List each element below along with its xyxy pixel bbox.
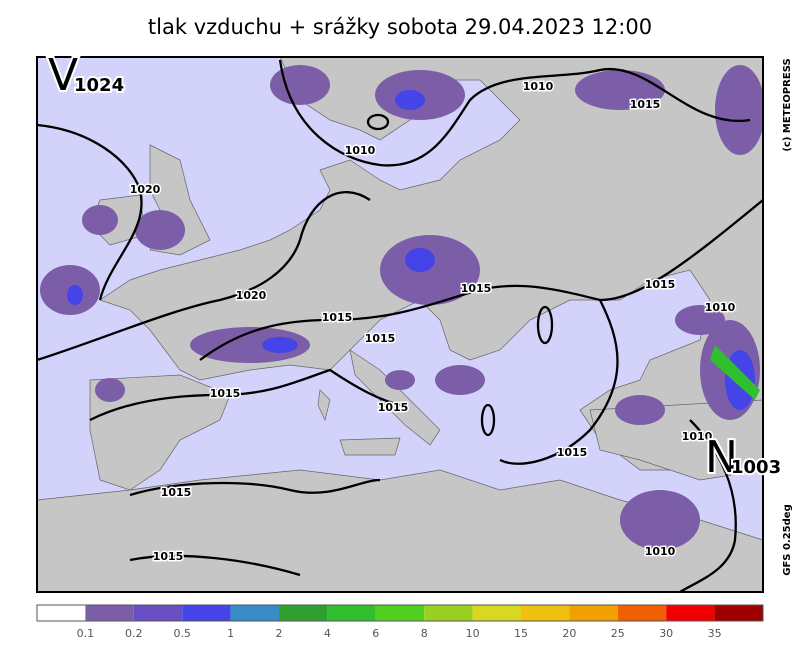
legend-swatch (133, 605, 183, 621)
legend-label: 10 (466, 627, 480, 640)
legend-label: 1 (227, 627, 234, 640)
isobars (37, 59, 763, 592)
legend-swatch (569, 605, 618, 621)
map-frame (36, 56, 764, 593)
isobar-label: 1015 (557, 446, 588, 459)
center-letter: N (705, 432, 738, 483)
isobar-label: 1020 (236, 289, 267, 302)
legend-label: 15 (514, 627, 528, 640)
copyright: (c) METEOPRESS (782, 58, 793, 151)
legend-swatch (424, 605, 473, 621)
legend-label: 35 (708, 627, 722, 640)
isobar-label: 1010 (682, 430, 713, 443)
isobar-label: 1010 (705, 301, 736, 314)
isobar-label: 1010 (645, 545, 676, 558)
legend-label: 20 (562, 627, 576, 640)
isobar-label: 1015 (378, 401, 409, 414)
isobar-label: 1010 (523, 80, 554, 93)
legend-swatch (666, 605, 715, 621)
isobar-label: 1015 (210, 387, 241, 400)
legend-swatch (230, 605, 279, 621)
legend-swatch (182, 605, 231, 621)
isobar-label: 1015 (153, 550, 184, 563)
legend-swatch (714, 605, 763, 621)
isobar-label: 1015 (161, 486, 192, 499)
legend-label: 0.2 (125, 627, 143, 640)
model-name: GFS 0.25deg (782, 504, 793, 576)
legend-swatch (85, 605, 134, 621)
legend-swatch (279, 605, 328, 621)
isobar-label: 1015 (645, 278, 676, 291)
legend-label: 6 (372, 627, 379, 640)
center-letter: V (48, 50, 78, 101)
legend: 0.1 0.2 0.5 1 2 4 6 8 10 15 20 25 30 35 (36, 604, 764, 640)
legend-label: 25 (611, 627, 625, 640)
legend-label: 0.5 (173, 627, 191, 640)
isobar-label: 1015 (322, 311, 353, 324)
isobar-label: 1010 (345, 144, 376, 157)
legend-label: 8 (421, 627, 428, 640)
title: tlak vzduchu + srážky sobota 29.04.2023 … (148, 15, 652, 39)
isobar-label: 1020 (130, 183, 161, 196)
legend-label: 4 (324, 627, 331, 640)
center-value: 1024 (74, 75, 124, 96)
legend-swatch (37, 605, 86, 621)
legend-label: 0.1 (77, 627, 95, 640)
map-area: 1010 1015 1010 1020 1020 1015 1015 1015 1015 1010… (37, 57, 763, 592)
center-value: 1003 (731, 457, 781, 478)
legend-frame (36, 604, 764, 622)
legend-swatch (617, 605, 667, 621)
legend-label: 30 (659, 627, 673, 640)
precipitation-intense (710, 345, 760, 400)
isobar-label: 1015 (365, 332, 396, 345)
isobar-label: 1015 (461, 282, 492, 295)
legend-swatch (327, 605, 376, 621)
isobar-labels: 1010 1015 1010 1020 1020 1015 1015 1015 1015 1010… (128, 79, 737, 565)
legend-swatch (472, 605, 521, 621)
precipitation (40, 65, 763, 550)
legend-swatch (375, 605, 425, 621)
legend-swatch (521, 605, 570, 621)
legend-label: 2 (276, 627, 283, 640)
isobar-label: 1015 (630, 98, 661, 111)
